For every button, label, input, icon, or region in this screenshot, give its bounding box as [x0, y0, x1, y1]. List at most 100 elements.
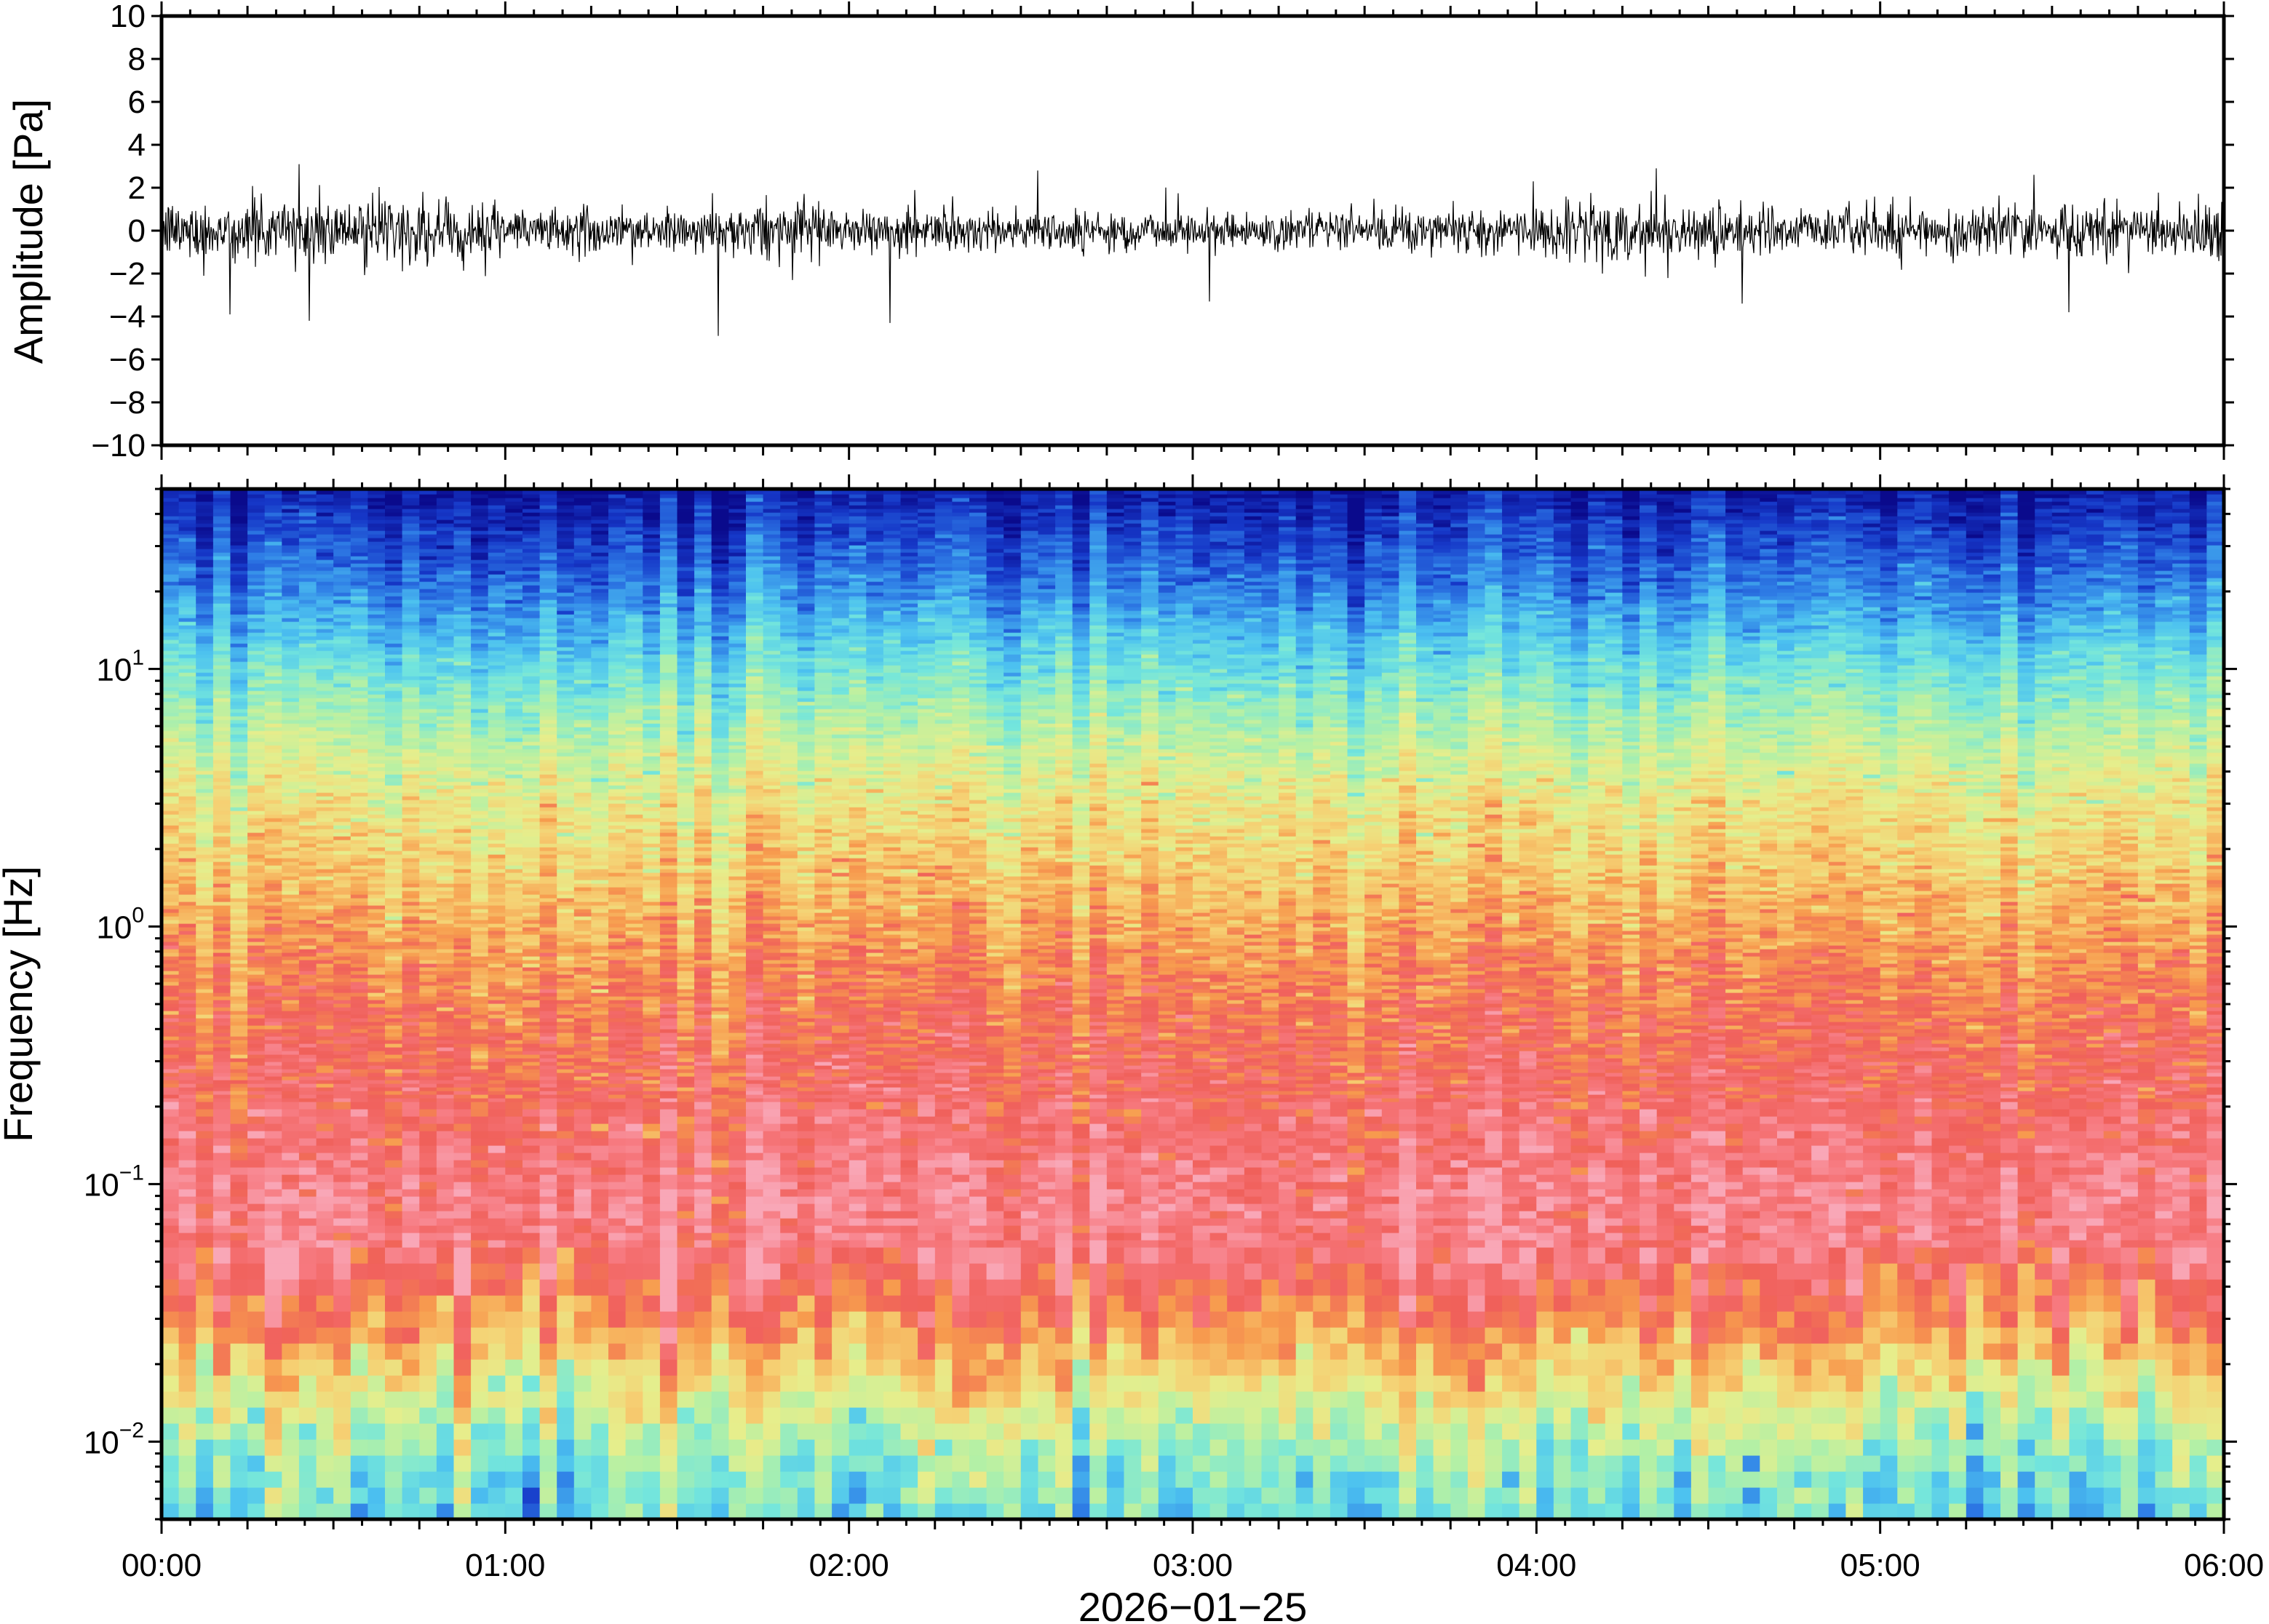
spectrogram-cell — [282, 709, 299, 713]
spectrogram-cell — [213, 883, 231, 888]
spectrogram-cell — [367, 1091, 385, 1095]
spectrogram-cell — [437, 516, 454, 520]
spectrogram-cell — [265, 1007, 282, 1011]
spectrogram-cell — [522, 1153, 540, 1161]
spectrogram-cell — [557, 1047, 574, 1051]
spectrogram-cell — [402, 832, 420, 837]
spectrogram-cell — [505, 509, 522, 513]
spectrogram-cell — [454, 1094, 472, 1099]
spectrogram-cell — [333, 923, 351, 928]
spectrogram-cell — [471, 607, 488, 611]
spectrogram-cell — [196, 596, 213, 600]
spectrogram-cell — [471, 1018, 488, 1022]
spectrogram-cell — [179, 607, 196, 611]
spectrogram-cell — [317, 1072, 334, 1077]
spectrogram-cell — [385, 996, 402, 1000]
spectrogram-cell — [282, 712, 299, 717]
spectrogram-cell — [385, 680, 402, 684]
spectrogram-cell — [299, 727, 317, 731]
spectrogram-cell — [179, 920, 196, 924]
spectrogram-cell — [299, 607, 317, 611]
spectrogram-cell — [196, 1167, 213, 1175]
spectrogram-cell — [317, 1087, 334, 1091]
spectrogram-cell — [385, 938, 402, 942]
spectrogram-cell — [299, 720, 317, 724]
spectrogram-cell — [162, 538, 179, 542]
spectrogram-cell — [385, 1076, 402, 1080]
spectrogram-cell — [231, 1087, 248, 1091]
spectrogram-cell — [454, 887, 472, 891]
spectrogram-cell — [317, 1182, 334, 1190]
spectrogram-cell — [317, 1003, 334, 1008]
spectrogram-cell — [231, 574, 248, 578]
spectrogram-cell — [540, 701, 557, 706]
spectrogram-cell — [385, 690, 402, 695]
spectrogram-cell — [282, 585, 299, 589]
spectrogram-cell — [522, 694, 540, 698]
spectrogram-cell — [179, 876, 196, 880]
spectrogram-cell — [367, 920, 385, 924]
spectrogram-cell — [540, 712, 557, 717]
spectrogram-cell — [505, 1439, 522, 1456]
spectrogram-cell — [231, 1211, 248, 1219]
spectrogram-cell — [196, 1018, 213, 1022]
spectrogram-cell — [317, 1025, 334, 1030]
spectrogram-cell — [282, 625, 299, 629]
spectrogram-cell — [385, 894, 402, 899]
spectrogram-cell — [282, 1391, 299, 1408]
spectrogram-cell — [282, 971, 299, 975]
spectrogram-cell — [351, 829, 368, 833]
spectrogram-cell — [317, 530, 334, 535]
spectrogram-cell — [437, 1003, 454, 1008]
spectrogram-cell — [488, 1069, 506, 1073]
spectrogram-cell — [213, 967, 231, 971]
spectrogram-cell — [454, 774, 472, 779]
spectrogram-cell — [317, 872, 334, 877]
spectrogram-cell — [505, 974, 522, 979]
spectrogram-cell — [282, 1102, 299, 1110]
spectrogram-cell — [351, 647, 368, 651]
spectrogram-cell — [540, 1102, 557, 1110]
spectrogram-cell — [540, 1011, 557, 1015]
spectrogram-cell — [247, 589, 265, 593]
spectrogram-cell — [454, 880, 472, 884]
spectrogram-cell — [196, 538, 213, 542]
spectrogram-cell — [522, 1487, 540, 1504]
spectrogram-cell — [196, 669, 213, 673]
spectrogram-cell — [351, 741, 368, 746]
spectrogram-cell — [385, 1138, 402, 1146]
waveform-y-tick-label: 4 — [128, 127, 146, 163]
spectrogram-cell — [317, 942, 334, 946]
spectrogram-cell — [179, 636, 196, 640]
spectrogram-cell — [317, 1062, 334, 1066]
spectrogram-cell — [247, 1087, 265, 1091]
spectrogram-cell — [265, 621, 282, 626]
spectrogram-cell — [247, 534, 265, 538]
spectrogram-cell — [488, 1116, 506, 1124]
spectrogram-cell — [437, 1014, 454, 1019]
spectrogram-cell — [488, 690, 506, 695]
spectrogram-cell — [471, 807, 488, 811]
spectrogram-cell — [162, 596, 179, 600]
spectrogram-cell — [540, 931, 557, 935]
spectrogram-cell — [333, 709, 351, 713]
spectrogram-cell — [299, 996, 317, 1000]
spectrogram-cell — [454, 600, 472, 604]
spectrogram-cell — [540, 1040, 557, 1044]
spectrogram-cell — [437, 934, 454, 939]
spectrogram-cell — [333, 1391, 351, 1408]
spectrogram-cell — [247, 1327, 265, 1344]
spectrogram-cell — [505, 552, 522, 557]
spectrogram-cell — [488, 698, 506, 702]
spectrogram-cell — [522, 1072, 540, 1077]
spectrogram-cell — [488, 982, 506, 986]
spectrogram-cell — [471, 1327, 488, 1344]
spectrogram-cell — [419, 971, 437, 975]
spectrogram-cell — [471, 494, 488, 498]
spectrogram-cell — [162, 1123, 179, 1131]
spectrogram-cell — [367, 949, 385, 953]
spectrogram-cell — [333, 745, 351, 749]
spectrogram-cell — [351, 811, 368, 815]
spectrogram-cell — [265, 669, 282, 673]
spectrogram-cell — [454, 731, 472, 735]
